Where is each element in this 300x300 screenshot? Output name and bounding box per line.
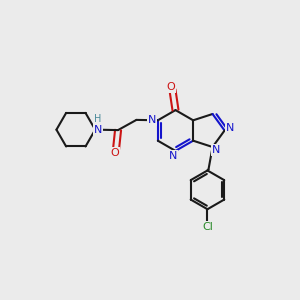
Text: N: N: [148, 115, 156, 125]
Text: Cl: Cl: [202, 222, 214, 232]
Text: N: N: [212, 145, 221, 155]
Text: O: O: [111, 148, 119, 158]
Text: H: H: [94, 114, 101, 124]
Text: O: O: [167, 82, 175, 92]
Text: N: N: [226, 123, 235, 133]
Text: N: N: [94, 125, 102, 135]
Text: N: N: [169, 151, 177, 161]
